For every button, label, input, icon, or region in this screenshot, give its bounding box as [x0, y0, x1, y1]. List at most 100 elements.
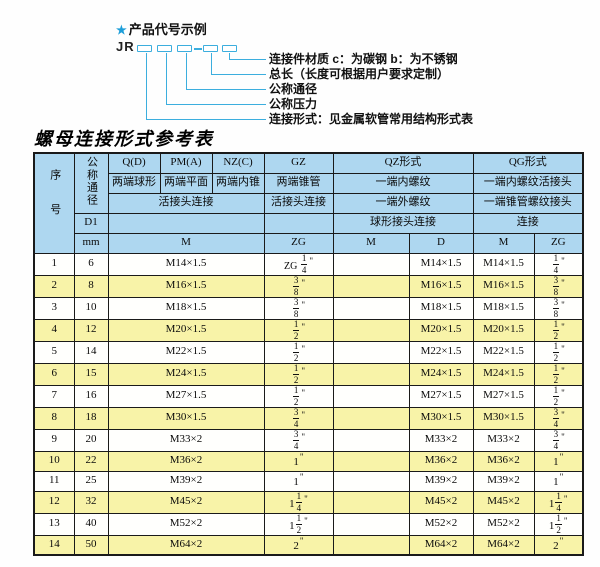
cell-qz-m: [332, 340, 410, 364]
header-empty-gz: [263, 212, 334, 234]
connector-line-4: [166, 53, 266, 105]
cell-qg-m: M30×1.5: [472, 406, 535, 430]
cell-qz-d: M16×1.5: [408, 274, 474, 298]
table-row: 12 32 M45×2 1 1 4 " M45×2 M45×2 1 1 4 ": [33, 490, 584, 514]
cell-qg-m: M14×1.5: [472, 252, 535, 276]
cell-qz-m: [332, 428, 410, 452]
cell-qg-m: M27×1.5: [472, 384, 535, 408]
code-label-length: 总长（长度可根据用户要求定制）: [269, 67, 450, 81]
table-row: 6 15 M24×1.5 1 2 " M24×1.5 M24×1.5 1 2 ": [33, 362, 584, 386]
cell-qz-m: [332, 450, 410, 472]
table-row: 14 50 M64×2 2" M64×2 M64×2 2": [33, 534, 584, 556]
cell-no: 12: [33, 490, 75, 514]
header-col-pm: PM(A): [159, 152, 213, 174]
cell-mm: 12: [73, 318, 109, 342]
cell-gz: 1 2 ": [263, 384, 334, 408]
cell-qg-m: M52×2: [472, 512, 535, 536]
cell-qz-d: M20×1.5: [408, 318, 474, 342]
header-qz-m: M: [332, 232, 410, 254]
cell-qg-m: M16×1.5: [472, 274, 535, 298]
cell-qg-zg: 3 4 ": [533, 428, 584, 452]
cell-m: M22×1.5: [107, 340, 265, 364]
cell-gz: 1 1 4 ": [263, 490, 334, 514]
header-m: M: [107, 232, 265, 254]
header-col-nz: NZ(C): [211, 152, 265, 174]
cell-mm: 14: [73, 340, 109, 364]
cell-no: 8: [33, 406, 75, 430]
header-q-desc: 两端球形: [107, 172, 161, 194]
cell-no: 3: [33, 296, 75, 320]
header-seq-label: 序号: [48, 169, 61, 238]
cell-qz-m: [332, 512, 410, 536]
cell-m: M64×2: [107, 534, 265, 556]
cell-qg-zg: 1 1 2 ": [533, 512, 584, 536]
cell-qg-m: M64×2: [472, 534, 535, 556]
code-label-connection: 连接形式：见金属软管常用结构形式表: [269, 112, 474, 126]
cell-mm: 50: [73, 534, 109, 556]
cell-qz-m: [332, 534, 410, 556]
code-box-2: [157, 45, 172, 52]
cell-gz: 1 2 ": [263, 340, 334, 364]
cell-mm: 8: [73, 274, 109, 298]
cell-qg-zg: 3 8 ": [533, 296, 584, 320]
cell-qg-zg: 1": [533, 450, 584, 472]
cell-qz-m: [332, 362, 410, 386]
code-box-1: [137, 45, 152, 52]
cell-qz-d: M14×1.5: [408, 252, 474, 276]
cell-mm: 18: [73, 406, 109, 430]
cell-qz-m: [332, 274, 410, 298]
table-body: 1 6 M14×1.5 ZG 1 4 " M14×1.5 M14×1.5 1 4 " 2 8 M16×1.…: [33, 252, 584, 556]
header-nz-desc: 两端内锥: [211, 172, 265, 194]
code-label-pressure: 公称压力: [269, 97, 318, 111]
cell-qg-zg: 1 4 ": [533, 252, 584, 276]
cell-qg-m: M24×1.5: [472, 362, 535, 386]
table-row: 4 12 M20×1.5 1 2 " M20×1.5 M20×1.5 1 2 ": [33, 318, 584, 342]
cell-no: 1: [33, 252, 75, 276]
code-box-4: [203, 45, 218, 52]
code-label-material: 连接件材质 c：为碳钢 b：为不锈钢: [269, 52, 458, 66]
cell-qg-zg: 3 4 ": [533, 406, 584, 430]
cell-qz-d: M39×2: [408, 470, 474, 492]
cell-qz-m: [332, 470, 410, 492]
cell-m: M27×1.5: [107, 384, 265, 408]
header-qz-desc2: 一端外螺纹: [332, 192, 474, 214]
cell-no: 14: [33, 534, 75, 556]
cell-m: M52×2: [107, 512, 265, 536]
header-zg: ZG: [263, 232, 334, 254]
cell-no: 5: [33, 340, 75, 364]
header-col-qg: QG形式: [472, 152, 584, 174]
cell-no: 13: [33, 512, 75, 536]
table-header: 序号 公称通径 Q(D) PM(A) NZ(C) GZ QZ形式 QG形式 两端…: [33, 152, 584, 254]
header-nd-label: 公称通径: [85, 156, 98, 207]
header-qg-m: M: [472, 232, 535, 254]
cell-qg-m: M33×2: [472, 428, 535, 452]
header-empty-left: [107, 212, 265, 234]
table-row: 13 40 M52×2 1 1 2 " M52×2 M52×2 1 1 2 ": [33, 512, 584, 536]
table-row: 10 22 M36×2 1" M36×2 M36×2 1": [33, 450, 584, 472]
cell-mm: 22: [73, 450, 109, 472]
code-box-5: [222, 45, 237, 52]
cell-mm: 15: [73, 362, 109, 386]
header-qg-desc2: 一端锥管螺纹接头: [472, 192, 584, 214]
code-prefix: JR: [116, 39, 135, 54]
cell-qz-d: M22×1.5: [408, 340, 474, 364]
cell-qz-d: M64×2: [408, 534, 474, 556]
table-row: 1 6 M14×1.5 ZG 1 4 " M14×1.5 M14×1.5 1 4 ": [33, 252, 584, 276]
star-icon: ★: [116, 23, 127, 37]
cell-mm: 6: [73, 252, 109, 276]
header-d1: D1: [73, 212, 109, 234]
header-row-5: mm M ZG M D M ZG: [34, 232, 584, 254]
cell-qz-d: M30×1.5: [408, 406, 474, 430]
cell-qz-m: [332, 252, 410, 276]
connector-line-1: [229, 53, 266, 60]
cell-qz-m: [332, 490, 410, 514]
cell-qz-d: M36×2: [408, 450, 474, 472]
cell-m: M39×2: [107, 470, 265, 492]
table-row: 8 18 M30×1.5 3 4 " M30×1.5 M30×1.5 3 4 ": [33, 406, 584, 430]
header-qz-d: D: [408, 232, 474, 254]
header-qg-zg: ZG: [533, 232, 584, 254]
cell-qg-zg: 1 1 4 ": [533, 490, 584, 514]
cell-no: 4: [33, 318, 75, 342]
cell-gz: 1 1 2 ": [263, 512, 334, 536]
